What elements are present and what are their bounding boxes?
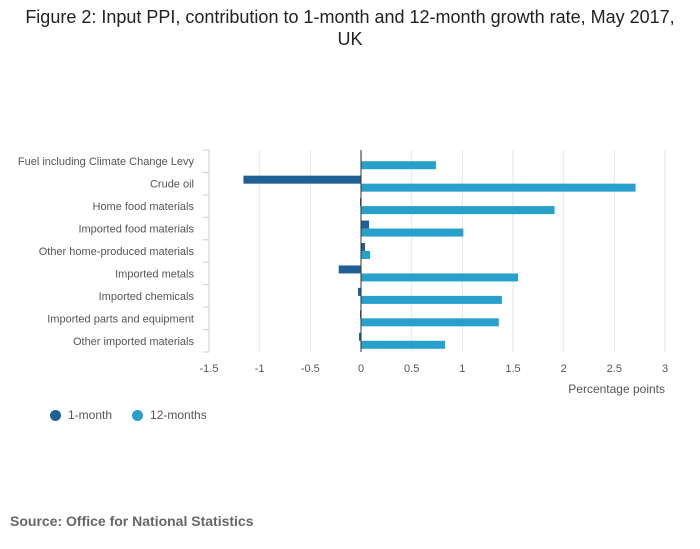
x-tick-label: 2.5 (607, 363, 622, 375)
bar-12-months (361, 295, 502, 304)
category-label: Imported food materials (78, 224, 194, 236)
legend-label-12-months: 12-months (150, 408, 207, 422)
bar-1-month (361, 220, 370, 229)
bar-12-months (361, 161, 436, 170)
x-tick-label: 0 (358, 363, 364, 375)
bar-1-month (361, 243, 366, 251)
source-note: Source: Office for National Statistics (10, 513, 254, 529)
bar-1-month (338, 265, 361, 274)
bar-12-months (361, 318, 499, 327)
x-tick-label: -1 (255, 363, 265, 375)
x-tick-label: -0.5 (301, 363, 320, 375)
x-tick-label: 2 (561, 363, 567, 375)
bar-12-months (361, 251, 371, 259)
legend-label-1-month: 1-month (68, 408, 113, 422)
legend-swatch-1-month (50, 409, 61, 421)
chart-title: Figure 2: Input PPI, contribution to 1-m… (25, 7, 675, 49)
x-tick-label: 1.5 (505, 363, 520, 375)
legend-item-12-months[interactable]: 12-months (132, 408, 207, 422)
x-axis-title: Percentage points (568, 382, 665, 396)
category-label: Other home-produced materials (39, 246, 195, 258)
legend: 1-month 12-months (50, 408, 227, 422)
bar-12-months (361, 206, 555, 215)
bar-1-month (243, 175, 361, 184)
category-label: Imported chemicals (99, 291, 195, 303)
bar-12-months (361, 273, 519, 282)
x-tick-label: 0.5 (404, 363, 419, 375)
bar-12-months (361, 228, 464, 237)
category-label: Fuel including Climate Change Levy (18, 156, 195, 168)
bar-12-months (361, 340, 446, 349)
legend-item-1-month[interactable]: 1-month (50, 408, 112, 422)
bar-1-month (359, 198, 361, 207)
x-tick-label: -1.5 (200, 363, 219, 375)
category-label: Crude oil (150, 179, 194, 191)
category-label: Imported parts and equipment (47, 313, 194, 325)
category-label: Imported metals (115, 268, 194, 280)
bar-1-month (359, 310, 361, 319)
bar-1-month (357, 287, 361, 296)
bar-1-month (358, 332, 361, 341)
x-tick-label: 1 (459, 363, 465, 375)
legend-swatch-12-months (132, 409, 144, 421)
bar-12-months (361, 183, 636, 192)
x-tick-label: 3 (662, 363, 668, 375)
category-label: Other imported materials (73, 336, 195, 348)
category-label: Home food materials (93, 201, 195, 213)
